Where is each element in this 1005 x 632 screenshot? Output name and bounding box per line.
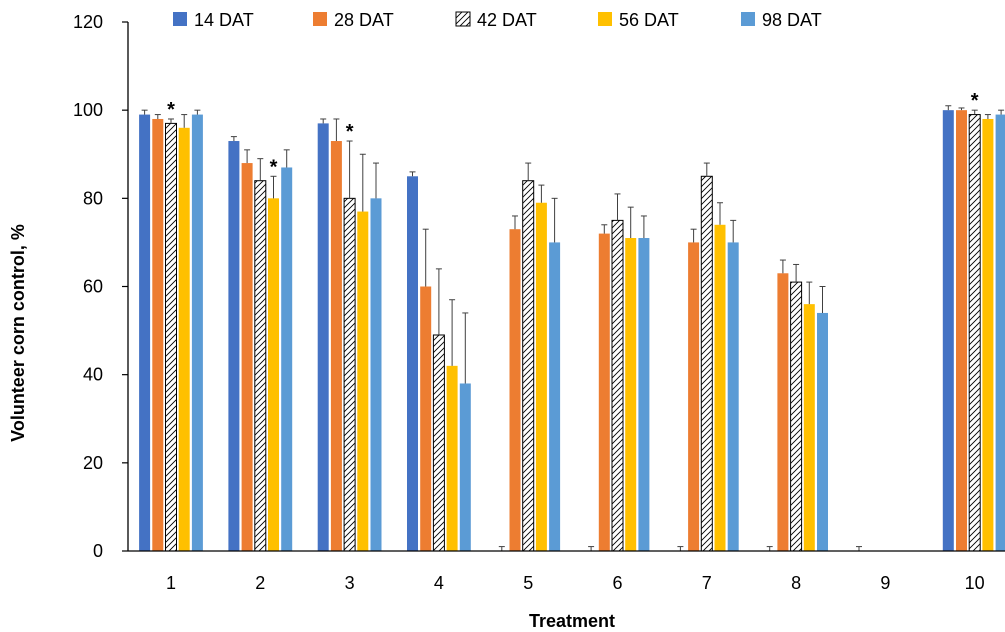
bar — [432, 334, 445, 552]
x-tick-label: 2 — [255, 573, 265, 593]
bar — [281, 167, 293, 551]
x-tick-label: 6 — [612, 573, 622, 593]
x-tick-label: 5 — [523, 573, 533, 593]
x-tick-label: 3 — [345, 573, 355, 593]
legend-label: 56 DAT — [619, 10, 679, 30]
bar — [317, 123, 329, 552]
bar — [611, 219, 624, 552]
bar — [357, 211, 369, 551]
y-tick-label: 0 — [93, 541, 103, 561]
legend-label: 28 DAT — [334, 10, 394, 30]
y-tick-label: 100 — [73, 100, 103, 120]
legend-swatch — [313, 12, 327, 26]
legend-label: 14 DAT — [194, 10, 254, 30]
bar — [714, 224, 726, 552]
significance-marker: * — [270, 156, 278, 178]
bar — [727, 242, 739, 551]
bar — [790, 281, 803, 552]
bar — [688, 242, 700, 551]
bar — [535, 202, 547, 551]
bar — [995, 114, 1005, 551]
bar — [956, 110, 967, 552]
x-tick-label: 8 — [791, 573, 801, 593]
legend-swatch — [173, 12, 187, 26]
bar — [638, 238, 650, 551]
bar — [330, 141, 342, 551]
legend: 14 DAT 28 DAT 42 DAT 56 DAT 98 DAT — [173, 10, 822, 30]
x-tick-label: 9 — [880, 573, 890, 593]
bar — [942, 110, 954, 552]
legend-label: 98 DAT — [762, 10, 822, 30]
bar — [241, 163, 253, 552]
bar — [522, 180, 535, 552]
y-tick-label: 40 — [83, 365, 103, 385]
bar — [549, 242, 561, 551]
bar — [803, 304, 815, 551]
legend-label: 42 DAT — [477, 10, 537, 30]
bar — [152, 118, 164, 551]
y-tick-label: 80 — [83, 188, 103, 208]
legend-swatch — [455, 11, 471, 27]
y-axis-title: Volunteer corn control, % — [8, 224, 28, 442]
bar — [459, 383, 471, 551]
bar — [191, 114, 203, 551]
y-tick-label: 60 — [83, 277, 103, 297]
x-tick-label: 7 — [702, 573, 712, 593]
x-tick-label: 10 — [965, 573, 985, 593]
bar — [268, 198, 279, 552]
bar — [817, 312, 828, 551]
x-axis-title: Treatment — [529, 611, 615, 631]
bar — [228, 141, 240, 551]
bar — [178, 127, 190, 552]
bar — [343, 197, 356, 552]
bar — [165, 122, 177, 552]
bar — [982, 118, 994, 551]
legend-swatch — [741, 12, 755, 26]
x-tick-label: 4 — [434, 573, 444, 593]
bar — [777, 273, 789, 551]
legend-swatch — [598, 12, 612, 26]
annotations: * * * * — [167, 90, 979, 178]
bar — [968, 114, 981, 552]
bar — [407, 176, 418, 551]
bar — [700, 175, 713, 552]
significance-marker: * — [167, 99, 175, 121]
bar — [139, 114, 151, 551]
bar — [625, 238, 637, 551]
bar — [598, 233, 610, 551]
y-tick-label: 120 — [73, 12, 103, 32]
bar — [446, 365, 458, 551]
bar — [254, 180, 267, 552]
error-bars — [141, 105, 1005, 551]
x-tick-label: 1 — [166, 573, 176, 593]
y-tick-label: 20 — [83, 453, 103, 473]
significance-marker: * — [346, 121, 354, 143]
bar — [509, 229, 521, 552]
bar — [370, 198, 382, 552]
bar — [420, 286, 432, 551]
significance-marker: * — [971, 90, 979, 112]
axes: 0 20 40 60 80 100 120 1 2 3 4 5 6 7 8 9 10 — [73, 12, 1005, 593]
